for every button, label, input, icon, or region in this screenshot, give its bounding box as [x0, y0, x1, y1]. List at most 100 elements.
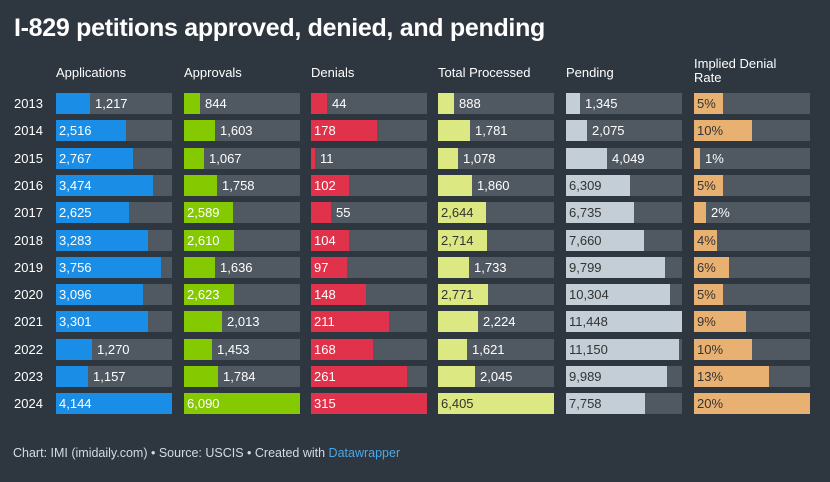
bar-track-total-processed: 2,714: [438, 229, 554, 251]
value-label-approvals: 1,453: [217, 341, 250, 357]
value-label-implied-denial-rate: 10%: [697, 341, 724, 357]
bar-denials: [311, 338, 373, 360]
bar-track-implied-denial-rate: 6%: [694, 256, 810, 278]
year-label: 2015: [14, 150, 43, 166]
bar-track-total-processed: 1,860: [438, 174, 554, 196]
value-label-total-processed: 888: [459, 96, 481, 111]
bar-implied-denial-rate: [694, 256, 729, 278]
value-label-pending: 7,660: [569, 232, 602, 248]
bar-implied-denial-rate: [694, 229, 717, 251]
bar-track-implied-denial-rate: 13%: [694, 366, 810, 387]
bar-track-implied-denial-rate: 2%: [694, 202, 810, 224]
bar-denials: [311, 311, 389, 333]
bar-total-processed: [438, 202, 486, 224]
value-label-implied-denial-rate: 4%: [697, 232, 716, 248]
bar-applications: [56, 338, 92, 360]
bar-denials: [311, 120, 377, 142]
value-label-total-processed: 2,714: [441, 232, 474, 248]
bar-track-implied-denial-rate: 5%: [694, 174, 810, 196]
bar-track-applications: 3,283: [56, 229, 172, 251]
bar-implied-denial-rate: [694, 147, 700, 169]
bar-track-approvals: 2,623: [184, 284, 300, 306]
bar-implied-denial-rate: [694, 120, 752, 142]
bar-track-pending: 1,345: [566, 93, 682, 114]
value-label-approvals: 1,603: [220, 123, 253, 139]
bar-track-pending: 4,049: [566, 147, 682, 169]
bar-total-processed: [438, 174, 472, 196]
value-label-approvals: 1,784: [223, 369, 256, 384]
bar-track-pending: 2,075: [566, 120, 682, 142]
bar-track-implied-denial-rate: 5%: [694, 93, 810, 114]
bar-pending: [566, 202, 634, 224]
bar-track-denials: 315: [311, 393, 427, 415]
bar-total-processed: [438, 120, 470, 142]
bar-track-pending: 6,735: [566, 202, 682, 224]
value-label-total-processed: 1,733: [474, 259, 507, 275]
bar-track-pending: 6,309: [566, 174, 682, 196]
bar-approvals: [184, 338, 212, 360]
bar-total-processed: [438, 311, 478, 333]
bar-track-total-processed: 1,078: [438, 147, 554, 169]
bar-implied-denial-rate: [694, 393, 810, 415]
value-label-implied-denial-rate: 13%: [697, 369, 724, 384]
bar-applications: [56, 311, 148, 333]
datawrapper-link[interactable]: Datawrapper: [328, 446, 401, 460]
bar-track-pending: 11,448: [566, 311, 682, 333]
value-label-total-processed: 1,781: [475, 123, 508, 139]
bar-track-denials: 168: [311, 338, 427, 360]
bar-approvals: [184, 93, 200, 114]
value-label-denials: 104: [314, 232, 336, 248]
value-label-approvals: 1,636: [220, 259, 253, 275]
bar-pending: [566, 93, 580, 114]
bar-total-processed: [438, 338, 467, 360]
column-header-approvals: Approvals: [184, 65, 242, 80]
bar-total-processed: [438, 256, 469, 278]
value-label-implied-denial-rate: 20%: [697, 396, 724, 412]
bar-applications: [56, 229, 148, 251]
bar-total-processed: [438, 284, 488, 306]
bar-track-denials: 261: [311, 366, 427, 387]
bar-approvals: [184, 284, 234, 306]
value-label-approvals: 844: [205, 96, 227, 111]
value-label-denials: 315: [314, 396, 336, 412]
bar-total-processed: [438, 147, 458, 169]
bar-denials: [311, 93, 327, 114]
value-label-approvals: 2,013: [227, 314, 260, 330]
value-label-denials: 178: [314, 123, 336, 139]
value-label-implied-denial-rate: 9%: [697, 314, 716, 330]
bar-track-applications: 2,767: [56, 147, 172, 169]
bar-track-approvals: 6,090: [184, 393, 300, 415]
value-label-total-processed: 2,045: [480, 369, 513, 384]
bar-track-total-processed: 2,644: [438, 202, 554, 224]
year-label: 2021: [14, 314, 43, 330]
year-label: 2018: [14, 232, 43, 248]
value-label-total-processed: 1,860: [477, 177, 510, 193]
bar-track-implied-denial-rate: 4%: [694, 229, 810, 251]
bar-track-approvals: 1,453: [184, 338, 300, 360]
year-label: 2020: [14, 287, 43, 303]
value-label-total-processed: 1,621: [472, 341, 505, 357]
value-label-applications: 2,767: [59, 150, 92, 166]
bar-pending: [566, 256, 665, 278]
bar-implied-denial-rate: [694, 202, 706, 224]
bar-total-processed: [438, 229, 487, 251]
bar-total-processed: [438, 366, 475, 387]
value-label-total-processed: 2,771: [441, 287, 474, 303]
value-label-implied-denial-rate: 2%: [711, 205, 730, 221]
footer-credit: Chart: IMI (imidaily.com) • Source: USCI…: [13, 446, 329, 460]
value-label-pending: 6,309: [569, 177, 602, 193]
bar-approvals: [184, 202, 233, 224]
year-label: 2016: [14, 177, 43, 193]
value-label-approvals: 2,623: [187, 287, 220, 303]
bar-track-pending: 11,150: [566, 338, 682, 360]
bar-implied-denial-rate: [694, 311, 746, 333]
bar-track-denials: 102: [311, 174, 427, 196]
bar-denials: [311, 174, 349, 196]
bar-track-applications: 4,144: [56, 393, 172, 415]
chart-footer: Chart: IMI (imidaily.com) • Source: USCI…: [13, 446, 400, 460]
value-label-denials: 102: [314, 177, 336, 193]
bar-track-denials: 97: [311, 256, 427, 278]
bar-track-applications: 3,474: [56, 174, 172, 196]
column-header-implied-denial-rate: Implied Denial Rate: [694, 56, 777, 85]
value-label-pending: 4,049: [612, 150, 645, 166]
